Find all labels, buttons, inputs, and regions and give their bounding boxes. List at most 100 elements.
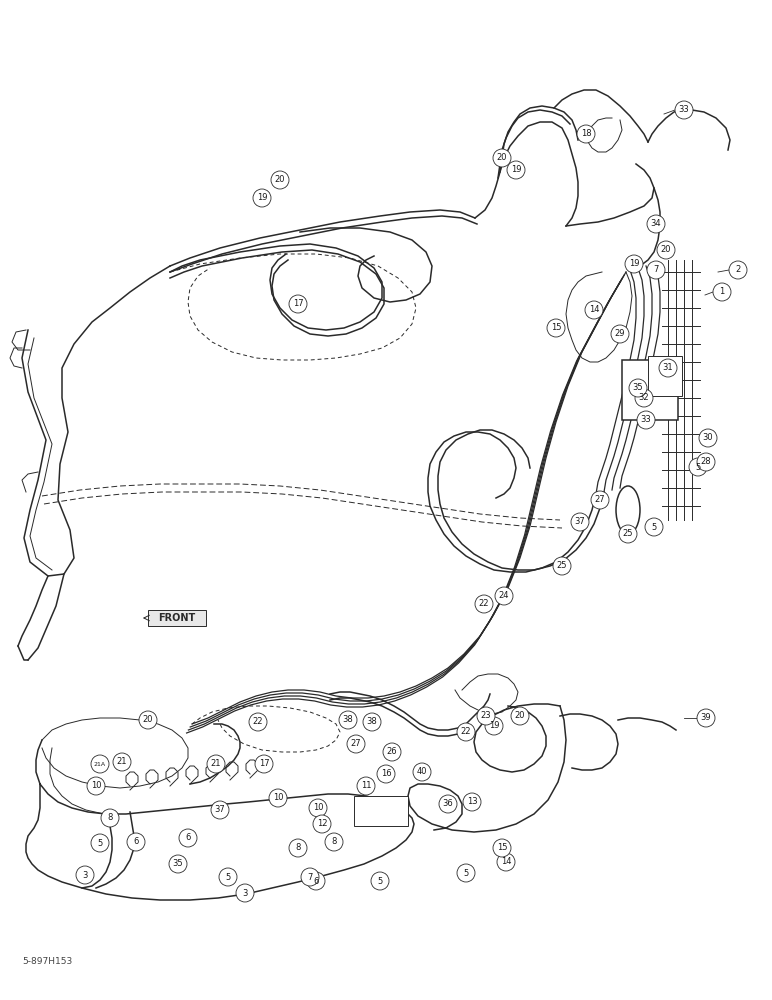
Text: 34: 34 bbox=[651, 220, 662, 229]
Text: 20: 20 bbox=[275, 176, 285, 184]
Text: 14: 14 bbox=[501, 857, 511, 866]
Text: 30: 30 bbox=[703, 434, 713, 442]
Circle shape bbox=[219, 868, 237, 886]
Circle shape bbox=[511, 707, 529, 725]
Text: 12: 12 bbox=[317, 820, 327, 828]
Circle shape bbox=[325, 833, 343, 851]
Text: 5: 5 bbox=[378, 876, 383, 886]
Circle shape bbox=[207, 755, 225, 773]
Circle shape bbox=[611, 325, 629, 343]
Circle shape bbox=[657, 241, 675, 259]
Text: 17: 17 bbox=[293, 300, 303, 308]
Circle shape bbox=[647, 261, 665, 279]
Circle shape bbox=[637, 411, 655, 429]
Text: 15: 15 bbox=[550, 324, 561, 332]
Circle shape bbox=[309, 799, 327, 817]
Bar bbox=[648, 356, 682, 396]
Text: 20: 20 bbox=[515, 712, 525, 720]
Circle shape bbox=[475, 595, 493, 613]
Text: 5: 5 bbox=[652, 522, 657, 532]
Text: 7: 7 bbox=[653, 265, 659, 274]
Circle shape bbox=[313, 815, 331, 833]
Circle shape bbox=[253, 189, 271, 207]
Text: 25: 25 bbox=[557, 562, 567, 570]
Circle shape bbox=[577, 125, 595, 143]
Text: 22: 22 bbox=[461, 728, 471, 736]
Circle shape bbox=[689, 458, 707, 476]
Circle shape bbox=[439, 795, 457, 813]
Text: 31: 31 bbox=[662, 363, 673, 372]
Text: 19: 19 bbox=[628, 259, 639, 268]
Text: 33: 33 bbox=[679, 105, 689, 114]
Circle shape bbox=[236, 884, 254, 902]
Text: 20: 20 bbox=[661, 245, 671, 254]
Text: 19: 19 bbox=[257, 194, 267, 202]
Text: 27: 27 bbox=[350, 740, 361, 748]
Text: 25: 25 bbox=[623, 530, 633, 538]
Text: 6: 6 bbox=[313, 876, 319, 886]
Text: 22: 22 bbox=[479, 599, 489, 608]
Text: 22: 22 bbox=[252, 718, 263, 726]
Text: 37: 37 bbox=[215, 806, 225, 814]
Text: 39: 39 bbox=[701, 714, 711, 722]
Text: 40: 40 bbox=[417, 768, 427, 776]
Text: 26: 26 bbox=[387, 748, 398, 756]
Bar bbox=[622, 360, 678, 420]
Text: 13: 13 bbox=[467, 798, 477, 806]
Text: 29: 29 bbox=[615, 330, 625, 338]
Circle shape bbox=[493, 839, 511, 857]
Text: 8: 8 bbox=[107, 814, 113, 822]
Circle shape bbox=[635, 389, 653, 407]
Text: 1: 1 bbox=[720, 288, 725, 296]
Text: 5-897H153: 5-897H153 bbox=[22, 958, 73, 966]
Text: 32: 32 bbox=[638, 393, 649, 402]
Circle shape bbox=[675, 101, 693, 119]
Text: 11: 11 bbox=[361, 782, 371, 790]
Circle shape bbox=[645, 518, 663, 536]
Circle shape bbox=[339, 711, 357, 729]
Text: 8: 8 bbox=[331, 838, 337, 846]
Text: 21A: 21A bbox=[94, 762, 106, 766]
Text: FRONT: FRONT bbox=[158, 613, 195, 623]
Circle shape bbox=[255, 755, 273, 773]
Text: 35: 35 bbox=[173, 859, 183, 868]
Text: 8: 8 bbox=[296, 844, 300, 852]
Text: 20: 20 bbox=[143, 716, 154, 724]
Circle shape bbox=[659, 359, 677, 377]
Circle shape bbox=[301, 868, 319, 886]
Circle shape bbox=[211, 801, 229, 819]
Circle shape bbox=[457, 864, 475, 882]
Text: 21: 21 bbox=[211, 760, 222, 768]
Text: 5: 5 bbox=[97, 838, 103, 848]
Circle shape bbox=[699, 429, 717, 447]
Text: 18: 18 bbox=[581, 129, 591, 138]
Text: 2: 2 bbox=[736, 265, 740, 274]
Text: 19: 19 bbox=[489, 722, 499, 730]
Circle shape bbox=[485, 717, 503, 735]
Circle shape bbox=[571, 513, 589, 531]
Text: 19: 19 bbox=[511, 165, 521, 174]
Circle shape bbox=[463, 793, 481, 811]
Text: 33: 33 bbox=[641, 416, 652, 424]
Circle shape bbox=[547, 319, 565, 337]
Circle shape bbox=[625, 255, 643, 273]
Polygon shape bbox=[148, 610, 206, 626]
Circle shape bbox=[697, 709, 715, 727]
Circle shape bbox=[629, 379, 647, 397]
Bar bbox=[354, 796, 408, 826]
Text: 6: 6 bbox=[185, 834, 191, 842]
Circle shape bbox=[697, 453, 715, 471]
Circle shape bbox=[249, 713, 267, 731]
Text: 23: 23 bbox=[481, 712, 491, 720]
Circle shape bbox=[729, 261, 747, 279]
Circle shape bbox=[413, 763, 431, 781]
Text: 28: 28 bbox=[701, 458, 711, 466]
Circle shape bbox=[307, 872, 325, 890]
Circle shape bbox=[91, 755, 109, 773]
Circle shape bbox=[271, 171, 289, 189]
Text: 10: 10 bbox=[91, 782, 101, 790]
Circle shape bbox=[647, 215, 665, 233]
Circle shape bbox=[269, 789, 287, 807]
Circle shape bbox=[497, 853, 515, 871]
Text: 27: 27 bbox=[594, 495, 605, 504]
